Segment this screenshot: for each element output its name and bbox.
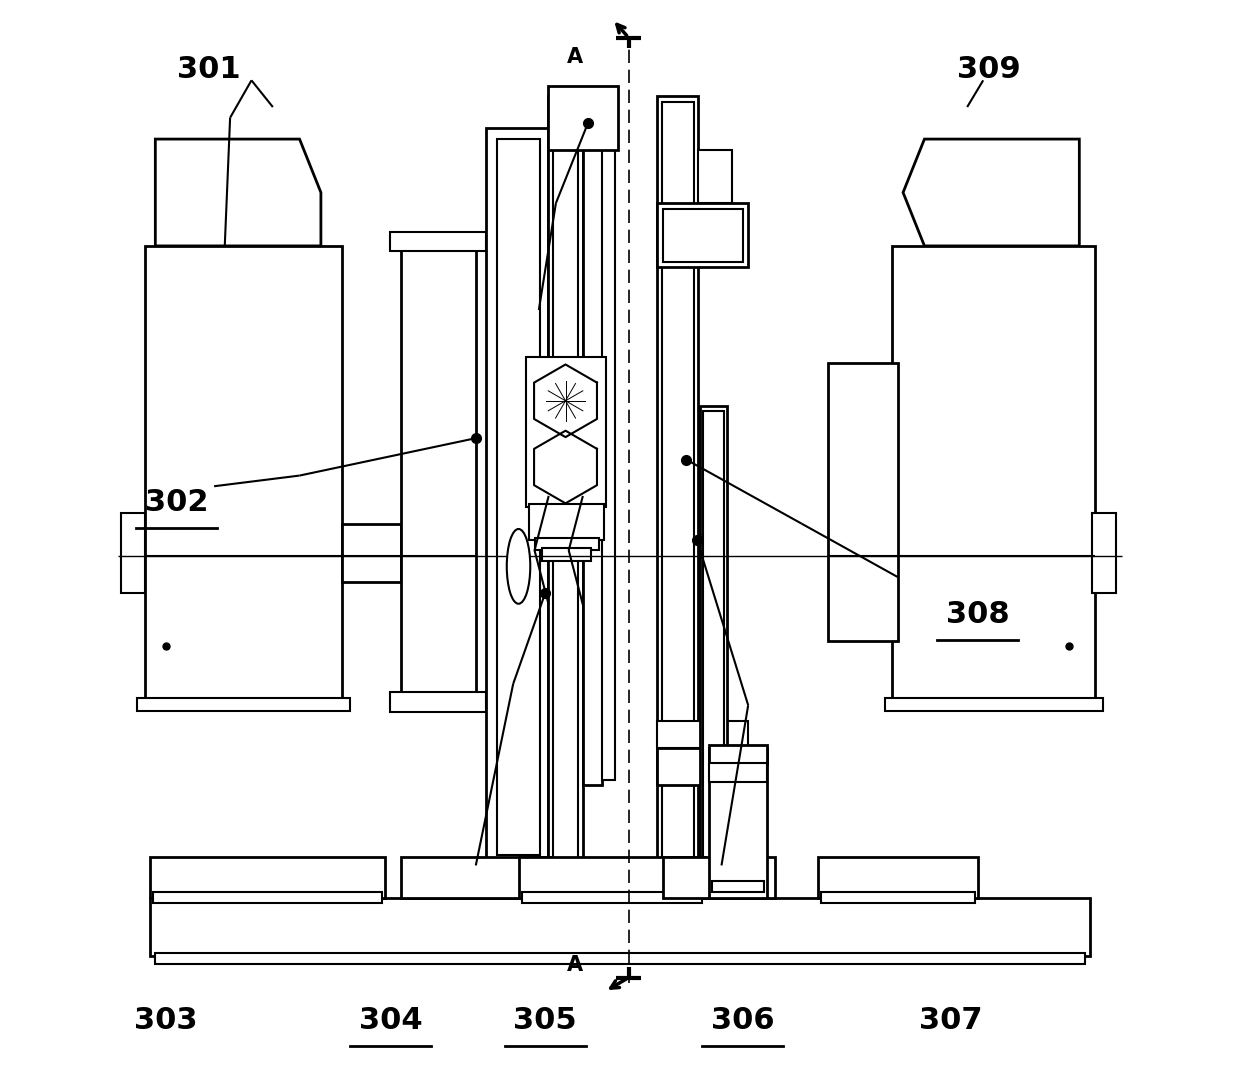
Text: 307: 307 [919, 1006, 983, 1034]
Bar [522, 892, 702, 903]
Bar [138, 698, 350, 711]
Bar [709, 763, 768, 783]
Bar [342, 523, 401, 582]
Bar [497, 140, 539, 855]
Bar [122, 513, 145, 593]
Bar [154, 892, 382, 903]
Bar [150, 857, 384, 897]
Bar [548, 86, 618, 149]
Bar [657, 748, 748, 785]
Text: 308: 308 [946, 600, 1009, 629]
Bar [391, 232, 486, 252]
Bar [662, 101, 693, 913]
Bar [401, 857, 551, 897]
Bar [553, 101, 578, 913]
Bar [662, 857, 775, 897]
Bar [701, 407, 727, 908]
Bar [401, 246, 476, 705]
Bar [391, 692, 486, 712]
Text: 304: 304 [358, 1006, 422, 1034]
Bar [526, 358, 606, 507]
Bar [662, 208, 743, 262]
Bar [657, 722, 748, 748]
Bar [145, 246, 342, 705]
Bar [657, 96, 698, 919]
Bar [657, 203, 748, 267]
Bar [709, 744, 768, 764]
Text: 306: 306 [711, 1006, 775, 1034]
Polygon shape [903, 140, 1079, 246]
Bar [534, 537, 599, 550]
Bar [155, 953, 1085, 964]
Bar [821, 892, 975, 903]
Bar [712, 882, 764, 892]
Text: 305: 305 [513, 1006, 577, 1034]
Text: 302: 302 [145, 487, 208, 517]
Bar [709, 748, 768, 897]
Text: A: A [567, 955, 583, 974]
Bar [703, 412, 724, 903]
Bar [601, 134, 615, 780]
Bar [583, 129, 601, 785]
Bar [893, 246, 1095, 705]
Bar [518, 857, 706, 897]
Text: 301: 301 [177, 56, 241, 84]
Text: 303: 303 [134, 1006, 197, 1034]
Bar [542, 548, 591, 561]
Bar [698, 149, 732, 203]
Bar [1092, 513, 1116, 593]
Bar [548, 96, 583, 919]
Bar [817, 857, 978, 897]
Text: A: A [567, 47, 583, 66]
Text: 309: 309 [956, 56, 1021, 84]
Bar [486, 129, 548, 865]
Bar [150, 897, 1090, 956]
Ellipse shape [507, 529, 531, 604]
Polygon shape [155, 140, 321, 246]
Bar [529, 505, 604, 540]
Bar [885, 698, 1102, 711]
Bar [828, 363, 898, 641]
